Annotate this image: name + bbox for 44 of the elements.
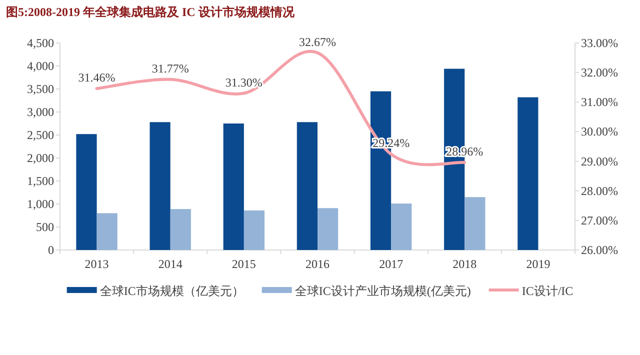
legend-label: 全球IC设计产业市场规模(亿美元) [294,284,471,298]
chart-title: 图5:2008-2019 年全球集成电路及 IC 设计市场规模情况 [6,5,296,19]
x-tick-label: 2015 [232,257,256,271]
y2-tick-label: 30.00% [581,124,618,139]
x-tick-label: 2018 [452,257,477,271]
y2-tick-label: 28.00% [581,184,618,198]
y-tick-label: 3,000 [27,105,54,119]
bar [244,210,265,250]
y2-tick-label: 31.00% [581,95,618,110]
legend-label: 全球IC市场规模（亿美元） [100,284,244,298]
y-tick-label: 4,500 [27,36,54,50]
bar [96,213,118,250]
y-tick-label: 2,500 [27,128,54,142]
legend-label: IC设计/IC [522,284,574,298]
bar [518,97,538,250]
y-tick-label: 500 [36,220,54,234]
bar [170,209,191,250]
y-tick-label: 1,000 [27,197,54,211]
data-label: 31.46% [78,70,116,85]
bar [76,134,97,250]
x-tick-label: 2017 [379,257,404,271]
y2-tick-label: 27.00% [581,213,618,228]
y2-tick-label: 32.00% [581,66,618,80]
bar [464,197,486,250]
data-label: 31.77% [152,61,189,76]
bar [150,122,170,250]
bar [318,208,338,250]
y2-tick-label: 33.00% [581,36,618,50]
x-tick-label: 2016 [306,257,330,271]
y-tick-label: 1,500 [27,174,54,188]
y-tick-label: 0 [48,243,54,257]
data-label: 31.30% [225,75,262,90]
bar [223,124,244,250]
y-tick-label: 2,000 [27,151,54,165]
y2-tick-label: 26.00% [581,243,618,257]
bar [296,122,318,250]
x-tick-label: 2013 [84,257,109,271]
y-tick-label: 3,500 [27,82,54,96]
y2-tick-label: 29.00% [581,154,618,168]
data-label: 32.67% [299,34,336,49]
bar [391,204,412,250]
y-tick-label: 4,000 [27,59,54,73]
x-tick-label: 2019 [526,257,550,271]
x-tick-label: 2014 [158,257,182,271]
